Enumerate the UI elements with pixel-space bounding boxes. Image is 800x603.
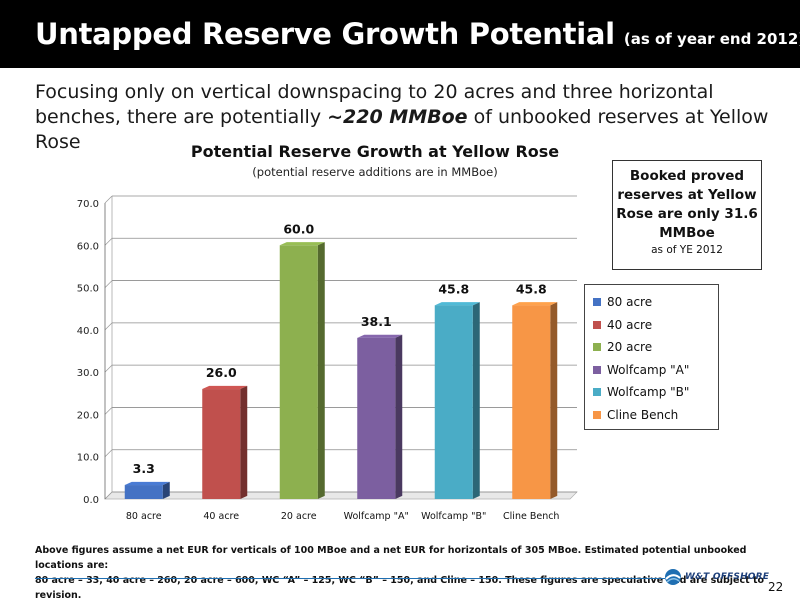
legend-label: Wolfcamp "B" (607, 385, 690, 400)
footnote-line-2: 80 acre – 33, 40 acre – 260, 20 acre – 6… (35, 575, 765, 601)
y-tick-label: 10.0 (77, 453, 99, 464)
intro-text: Focusing only on vertical downspacing to… (35, 80, 775, 155)
chart-floor (104, 491, 578, 500)
chart-title: Potential Reserve Growth at Yellow Rose (190, 142, 560, 161)
bar-value-label: 3.3 (133, 461, 155, 476)
x-tick-label: 80 acre (126, 511, 162, 522)
footnote-line-1: Above figures assume a net EUR for verti… (35, 545, 747, 571)
y-tick-label: 60.0 (77, 241, 99, 252)
chart-subtitle: (potential reserve additions are in MMBo… (252, 165, 498, 179)
gridline-depth (104, 322, 113, 331)
bar-value-label: 45.8 (516, 281, 547, 296)
y-tick-label: 20.0 (77, 410, 99, 421)
logo-text: W&T OFFSHORE (685, 572, 770, 582)
y-tick-label: 30.0 (77, 368, 99, 379)
gridline-depth (104, 195, 113, 204)
legend-item: Wolfcamp "A" (593, 359, 718, 382)
title-bar: Untapped Reserve Growth Potential (as of… (0, 0, 800, 68)
bar (357, 337, 396, 499)
y-tick-label: 40.0 (77, 326, 99, 337)
y-tick-label: 70.0 (77, 199, 99, 210)
bar-value-label: 45.8 (438, 281, 469, 296)
footer-rule (35, 578, 675, 579)
legend-label: 40 acre (607, 317, 653, 332)
legend-label: 80 acre (607, 295, 653, 310)
x-tick-label: 20 acre (281, 511, 317, 522)
company-logo: W&T OFFSHORE (664, 568, 769, 586)
bar (512, 305, 551, 499)
bar-top (512, 302, 558, 306)
legend-item: Cline Bench (593, 404, 718, 427)
bar-value-label: 26.0 (206, 365, 237, 380)
legend-item: 80 acre (593, 291, 718, 314)
bar-side (240, 385, 248, 499)
slide-subtitle: (as of year end 2012) (623, 30, 800, 48)
legend-swatch (593, 365, 601, 374)
bar-side (550, 302, 558, 499)
legend-swatch (593, 320, 601, 329)
booked-reserves-callout: Booked proved reserves at Yellow Rose ar… (612, 160, 762, 270)
legend-swatch (593, 343, 601, 352)
legend-label: 20 acre (607, 340, 653, 355)
gridline-depth (104, 491, 113, 500)
x-tick-label: Wolfcamp "B" (421, 511, 486, 522)
bar-side (395, 334, 403, 499)
bar-top (357, 334, 403, 338)
bar-side (317, 242, 325, 499)
intro-text-after: of unbooked reserves at Yellow Rose (35, 106, 769, 153)
bar (434, 305, 473, 499)
bar-top (124, 481, 170, 486)
callout-sub-text: as of YE 2012 (651, 244, 723, 256)
bar-side (472, 302, 480, 499)
gridline-depth (104, 280, 113, 288)
legend-swatch (593, 388, 601, 397)
x-tick-label: 40 acre (203, 511, 239, 522)
gridline-depth (104, 407, 113, 415)
wt-offshore-logo-icon (665, 569, 681, 585)
bar-top (434, 302, 480, 306)
legend-item: Wolfcamp "B" (593, 381, 718, 404)
callout-main-text: Booked proved reserves at Yellow Rose ar… (616, 168, 758, 241)
bar-side (162, 481, 170, 499)
chart-legend: 80 acre 40 acre 20 acre Wolfcamp "A" Wolfcam… (584, 284, 719, 430)
page-number: 22 (768, 580, 784, 594)
footnote: Above figures assume a net EUR for verti… (35, 543, 780, 603)
intro-emphasis: ~220 MMBoe (327, 106, 468, 128)
gridline-depth (104, 449, 113, 457)
gridline-depth (104, 238, 113, 246)
bar-value-label: 38.1 (361, 314, 392, 329)
legend-item: 40 acre (593, 314, 718, 337)
bar (279, 245, 318, 499)
bar-top (279, 242, 325, 246)
legend-item: 20 acre (593, 336, 718, 359)
x-tick-label: Cline Bench (503, 511, 559, 522)
bar-top (202, 385, 248, 390)
bar-value-label: 60.0 (283, 221, 314, 236)
legend-label: Wolfcamp "A" (607, 362, 690, 377)
slide-title: Untapped Reserve Growth Potential (35, 17, 615, 51)
y-tick-label: 50.0 (77, 284, 99, 295)
legend-swatch (593, 298, 601, 307)
legend-swatch (593, 410, 601, 419)
x-tick-label: Wolfcamp "A" (344, 511, 409, 522)
y-tick-label: 0.0 (83, 495, 99, 506)
legend-label: Cline Bench (607, 407, 679, 422)
gridline-depth (104, 364, 113, 373)
bar (124, 485, 163, 499)
bar (202, 389, 241, 499)
intro-text-before: Focusing only on vertical downspacing to… (35, 81, 714, 128)
